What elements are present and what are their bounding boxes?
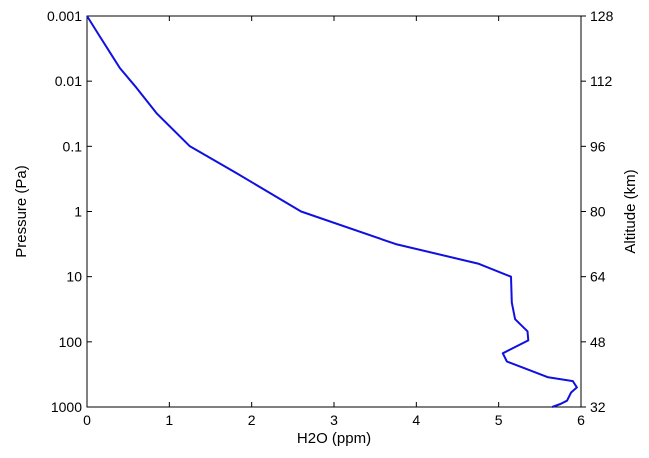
y2-axis-ticks: 128 112 96 80 64 48 32 bbox=[581, 8, 614, 415]
x-tick-label: 1 bbox=[165, 412, 173, 428]
y2-tick-label: 32 bbox=[590, 399, 606, 415]
plot-frame bbox=[86, 15, 582, 408]
y-tick-label: 1 bbox=[74, 204, 82, 220]
y2-tick-label: 128 bbox=[590, 8, 614, 24]
x-tick-label: 0 bbox=[83, 412, 91, 428]
y-tick-label: 1000 bbox=[51, 399, 82, 415]
x-axis-label: H2O (ppm) bbox=[297, 430, 371, 447]
y-axis-label: Pressure (Pa) bbox=[13, 165, 30, 258]
series-layer bbox=[86, 15, 578, 408]
x-tick-label: 3 bbox=[330, 412, 338, 428]
y2-axis-label: Altitude (km) bbox=[622, 169, 639, 253]
y-tick-label: 10 bbox=[66, 269, 82, 285]
series-line bbox=[86, 15, 578, 408]
x-tick-label: 5 bbox=[495, 412, 503, 428]
y2-tick-label: 48 bbox=[590, 334, 606, 350]
x-tick-label: 4 bbox=[412, 412, 420, 428]
y-tick-label: 100 bbox=[59, 334, 83, 350]
y2-tick-label: 80 bbox=[590, 204, 606, 220]
y-tick-label: 0.1 bbox=[63, 138, 83, 154]
x-tick-label: 6 bbox=[577, 412, 585, 428]
x-tick-label: 2 bbox=[248, 412, 256, 428]
x-axis-ticks: 0 1 2 3 4 5 6 bbox=[83, 16, 585, 428]
y-tick-label: 0.001 bbox=[47, 8, 82, 24]
y2-tick-label: 64 bbox=[590, 269, 606, 285]
y-axis-ticks: 0.001 0.01 0.1 1 10 100 1000 bbox=[47, 8, 92, 415]
y2-tick-label: 112 bbox=[590, 73, 613, 89]
y2-tick-label: 96 bbox=[590, 138, 606, 154]
y-tick-label: 0.01 bbox=[55, 73, 82, 89]
